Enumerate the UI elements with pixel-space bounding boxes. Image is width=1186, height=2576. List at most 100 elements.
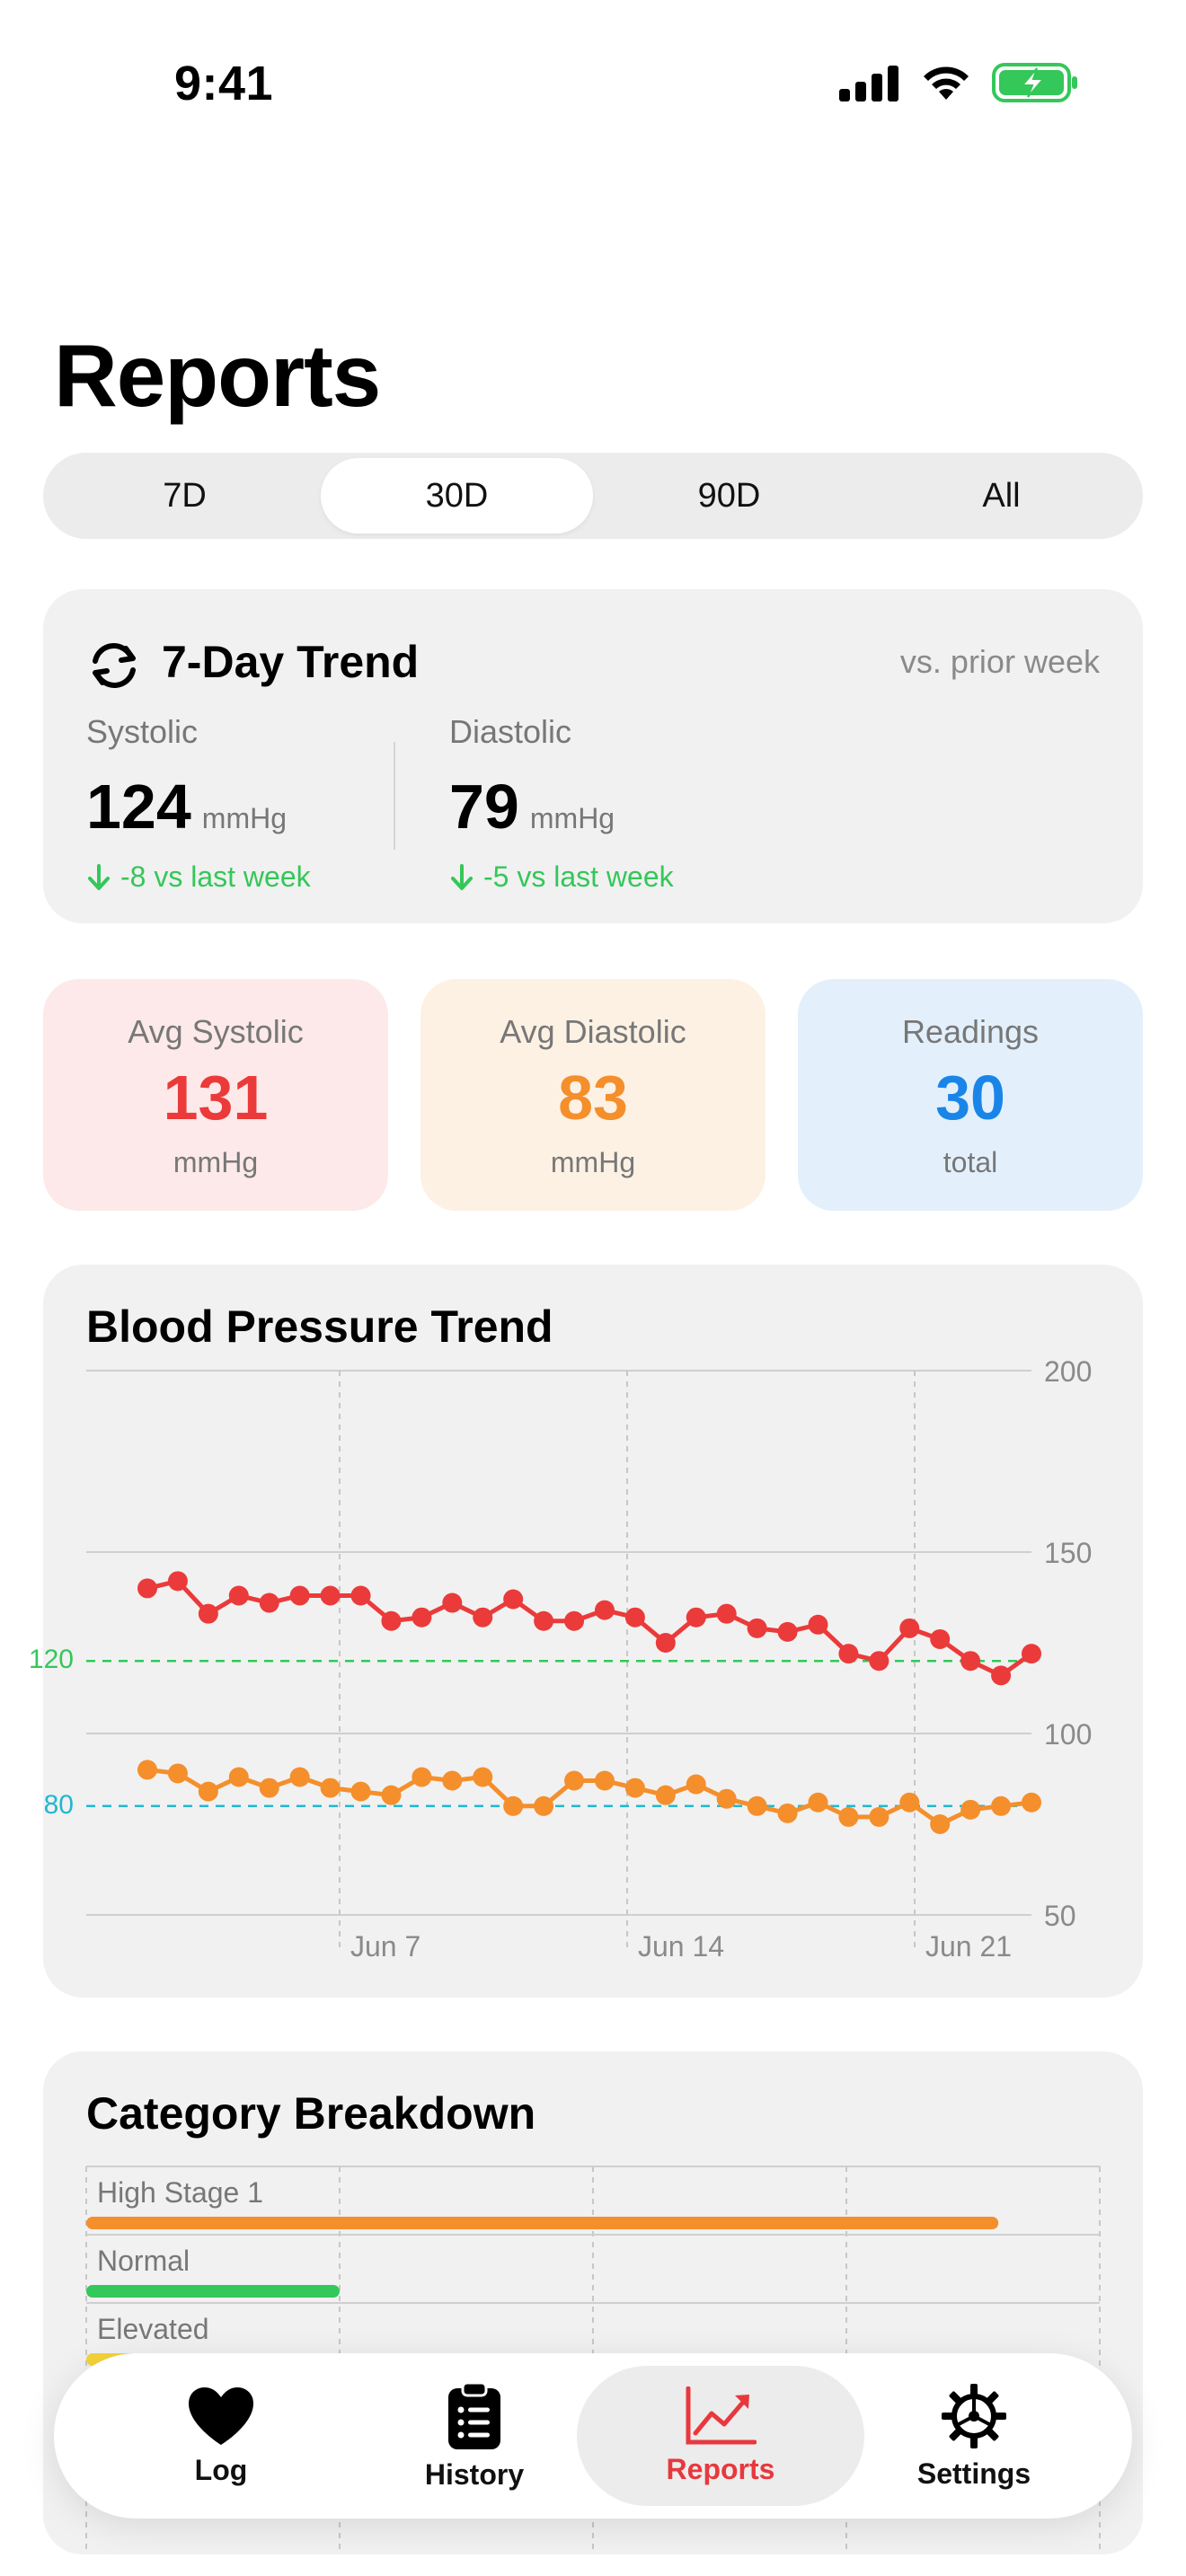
battery-charging-icon	[992, 63, 1077, 102]
category-bar	[86, 2217, 999, 2229]
diastolic-point	[930, 1814, 951, 1834]
avg-systolic-card: Avg Systolic 131 mmHg	[43, 979, 388, 1211]
systolic-point	[259, 1592, 279, 1613]
diastolic-label: Diastolic	[449, 713, 572, 750]
category-label: High Stage 1	[97, 2176, 263, 2209]
diastolic-point	[869, 1806, 890, 1827]
diastolic-point	[167, 1763, 188, 1784]
status-time: 9:41	[174, 57, 274, 110]
category-bar	[86, 2285, 340, 2298]
avg-diastolic-card: Avg Diastolic 83 mmHg	[420, 979, 766, 1211]
systolic-point	[289, 1585, 310, 1606]
diastolic-trend: Diastolic 79 mmHg -5 vs last week	[449, 713, 674, 894]
y-tick-label: 100	[1044, 1718, 1092, 1751]
systolic-point	[534, 1610, 554, 1631]
diastolic-point	[594, 1770, 615, 1791]
stat-value: 131	[163, 1063, 269, 1133]
arrow-down-icon	[88, 863, 110, 890]
diastolic-point	[381, 1785, 402, 1805]
y-tick-label: 200	[1044, 1355, 1092, 1388]
systolic-point	[137, 1578, 157, 1599]
range-tab-30d[interactable]: 30D	[321, 458, 593, 534]
systolic-value: 124	[86, 772, 191, 842]
range-tab-7d[interactable]: 7D	[163, 476, 207, 515]
range-segmented-control: 7D 30D 90D All	[43, 453, 1143, 539]
systolic-point	[198, 1603, 218, 1624]
systolic-point	[594, 1600, 615, 1620]
diastolic-change-text: -5 vs last week	[483, 860, 674, 893]
systolic-point	[808, 1614, 828, 1635]
tab-history[interactable]: History	[349, 2353, 600, 2519]
trend-divider	[394, 742, 395, 850]
stat-label: Readings	[901, 1013, 1040, 1050]
bp-trend-card: Blood Pressure Trend 50 100 150 200 Jun 7 Jun…	[43, 1265, 1143, 1998]
stat-unit: mmHg	[550, 1146, 636, 1178]
systolic-point	[473, 1607, 493, 1628]
diastolic-point	[503, 1795, 524, 1816]
diastolic-point	[1022, 1792, 1041, 1813]
category-title: Category Breakdown	[86, 2088, 536, 2139]
systolic-point	[381, 1610, 402, 1631]
range-tab-all[interactable]: All	[982, 476, 1021, 515]
systolic-trend: Systolic 124 mmHg -8 vs last week	[86, 713, 311, 894]
diastolic-point	[259, 1778, 279, 1798]
cellular-signal-icon	[839, 66, 898, 101]
tab-log[interactable]: Log	[95, 2353, 347, 2519]
arrow-down-icon	[451, 863, 473, 890]
diastolic-point	[747, 1795, 767, 1816]
reference-line-label: 120	[28, 1645, 74, 1675]
diastolic-point	[655, 1785, 676, 1805]
systolic-point	[228, 1585, 249, 1606]
stat-label: Avg Systolic	[128, 1013, 304, 1050]
stat-value: 30	[935, 1063, 1005, 1133]
systolic-point	[1022, 1644, 1041, 1664]
active-tab-indicator	[577, 2366, 864, 2506]
x-tick-label: Jun 14	[638, 1930, 724, 1963]
tab-reports[interactable]: Reports	[595, 2353, 846, 2519]
systolic-point	[869, 1651, 890, 1672]
diastolic-point	[350, 1781, 371, 1802]
systolic-point	[747, 1618, 767, 1638]
systolic-point	[167, 1571, 188, 1592]
tab-settings[interactable]: Settings	[848, 2353, 1100, 2519]
status-icons	[839, 63, 1078, 102]
chart-title: Blood Pressure Trend	[86, 1301, 553, 1352]
systolic-point	[991, 1665, 1012, 1686]
systolic-point	[899, 1618, 920, 1638]
systolic-point	[624, 1607, 645, 1628]
diastolic-point	[564, 1770, 585, 1791]
systolic-point	[838, 1644, 859, 1664]
stat-unit: total	[943, 1146, 998, 1178]
diastolic-point	[991, 1795, 1012, 1816]
diastolic-point	[686, 1774, 706, 1795]
systolic-point	[320, 1585, 341, 1606]
systolic-point	[655, 1633, 676, 1653]
category-label: Elevated	[97, 2313, 209, 2345]
range-tab-90d[interactable]: 90D	[697, 476, 761, 515]
diastolic-point	[473, 1767, 493, 1787]
diastolic-value: 79	[449, 772, 519, 842]
arrows-cycle-icon	[93, 643, 136, 688]
systolic-unit: mmHg	[201, 802, 288, 834]
diastolic-point	[899, 1792, 920, 1813]
diastolic-point	[228, 1767, 249, 1787]
clipboard-list-icon	[448, 2381, 500, 2449]
trend-subtitle: vs. prior week	[899, 643, 1100, 680]
page-title: Reports	[54, 326, 381, 425]
systolic-point	[960, 1651, 981, 1672]
chart-line-up-icon	[686, 2386, 757, 2444]
y-tick-label: 150	[1044, 1537, 1092, 1569]
x-tick-label: Jun 7	[350, 1930, 420, 1963]
systolic-point	[564, 1610, 585, 1631]
systolic-point	[350, 1585, 371, 1606]
wifi-icon	[924, 66, 969, 100]
tab-label: Reports	[666, 2452, 775, 2485]
stat-unit: mmHg	[173, 1146, 259, 1178]
systolic-change-text: -8 vs last week	[120, 860, 311, 893]
reference-line-label: 80	[43, 1789, 74, 1820]
tab-label: Settings	[916, 2457, 1031, 2490]
systolic-point	[412, 1607, 432, 1628]
readings-card: Readings 30 total	[798, 979, 1143, 1211]
diastolic-point	[137, 1760, 157, 1780]
diastolic-point	[320, 1778, 341, 1798]
